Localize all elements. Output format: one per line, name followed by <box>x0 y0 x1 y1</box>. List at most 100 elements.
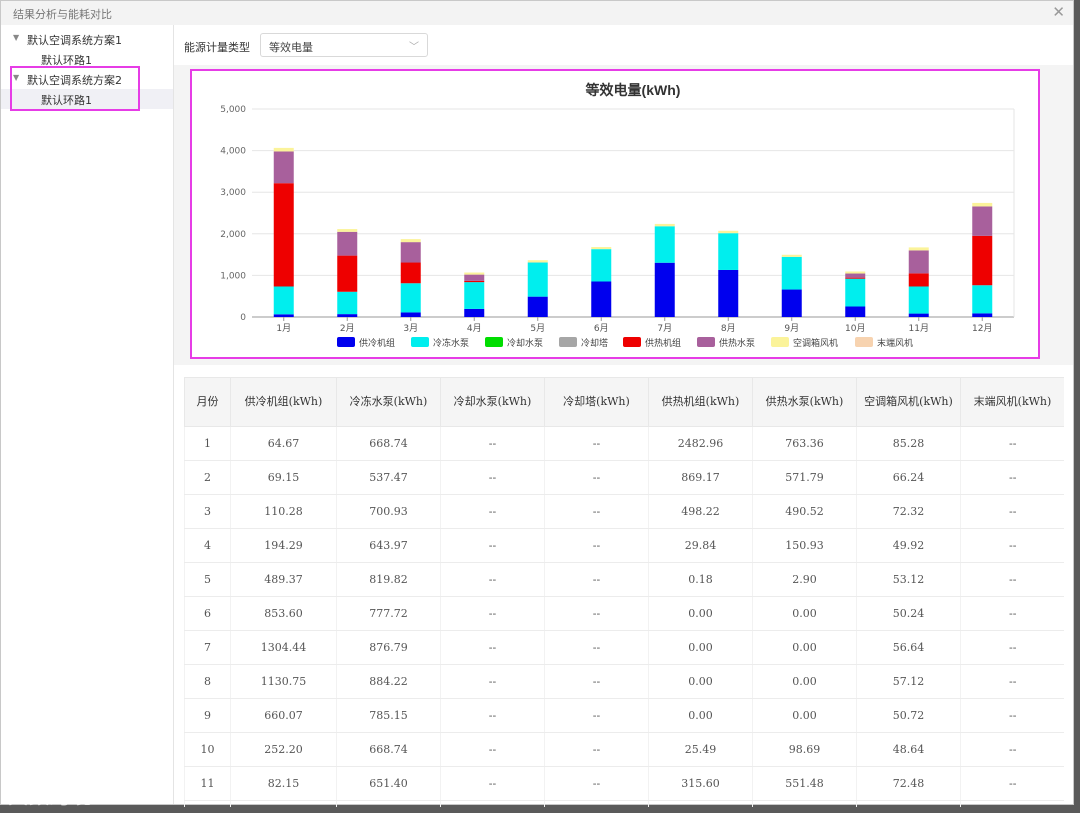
table-cell: 69.15 <box>230 460 337 495</box>
bar-segment <box>591 281 612 317</box>
legend-label: 供冷机组 <box>359 337 395 349</box>
table-cell: 3 <box>184 494 231 529</box>
table-header-row: 月份 供冷机组(kWh) 冷冻水泵(kWh) 冷却水泵(kWh) 冷却塔(kWh) 供热机… <box>184 377 1064 427</box>
table-cell: 0.00 <box>752 664 857 699</box>
watermark-logo: 大数跨境 <box>8 784 92 808</box>
caret-down-icon[interactable]: ▼ <box>13 73 20 82</box>
bar-segment <box>591 247 612 250</box>
tree-loop-1[interactable]: 默认环路1 <box>1 49 173 69</box>
energy-type-select[interactable]: 等效电量 ﹀ <box>260 33 428 57</box>
table-cell: -- <box>544 698 649 733</box>
close-icon[interactable]: ✕ <box>1052 3 1065 21</box>
bar-segment <box>972 202 993 207</box>
bar-segment <box>527 260 548 263</box>
column-header: 冷冻水泵(kWh) <box>336 377 441 427</box>
legend-swatch <box>697 337 715 347</box>
table-cell: 82.15 <box>230 766 337 801</box>
table-cell: -- <box>960 766 1064 801</box>
table-cell: 668.74 <box>336 426 441 461</box>
y-tick-label: 1,000 <box>220 271 246 281</box>
table-cell: 50.24 <box>856 596 961 631</box>
bar-segment <box>972 313 993 317</box>
bar-segment <box>337 255 358 292</box>
table-cell: -- <box>440 562 545 597</box>
table-cell: 72.48 <box>856 766 961 801</box>
chart-title: 等效电量(kWh) <box>586 82 681 98</box>
bar-segment <box>273 183 294 287</box>
table-cell: 668.74 <box>336 732 441 767</box>
tree-loop-2-selected[interactable]: 默认环路1 <box>1 89 173 109</box>
bar-segment <box>908 247 929 251</box>
tree-loop-label: 默认环路1 <box>41 54 92 67</box>
table-cell: -- <box>960 426 1064 461</box>
legend-swatch <box>559 337 577 347</box>
column-header: 空调箱风机(kWh) <box>856 377 961 427</box>
table-cell: 707.21 <box>752 800 857 807</box>
y-tick-label: 4,000 <box>220 147 246 157</box>
table-cell: 551.48 <box>752 766 857 801</box>
bar-segment <box>908 286 929 314</box>
tree-plan-label: 默认空调系统方案1 <box>27 34 122 47</box>
table-cell: -- <box>960 630 1064 665</box>
dialog-titlebar: 结果分析与能耗对比 ✕ <box>1 1 1073 26</box>
legend-label: 冷冻水泵 <box>433 337 469 349</box>
table-cell: 2 <box>184 460 231 495</box>
table-cell: 853.60 <box>230 596 337 631</box>
table-cell: -- <box>544 460 649 495</box>
table-cell: 252.20 <box>230 732 337 767</box>
x-tick-label: 8月 <box>721 323 736 334</box>
caret-down-icon[interactable]: ▼ <box>13 33 20 42</box>
table-row: 9 660.07 785.15 -- -- 0.00 0.00 50.72 -- <box>184 698 1064 733</box>
highlight-frame <box>10 66 140 111</box>
bar-segment <box>654 226 675 263</box>
tree-plan-1[interactable]: ▼ 默认空调系统方案1 <box>1 29 173 49</box>
bar-segment <box>337 291 358 315</box>
table-cell: 763.36 <box>752 426 857 461</box>
table-row: 4 194.29 643.97 -- -- 29.84 150.93 49.92 -- <box>184 528 1064 563</box>
stacked-bar-chart: 等效电量(kWh) 0 1,000 2,000 3,000 4,000 5,000 1月 2月 3… <box>220 82 1015 349</box>
y-tick-label: 3,000 <box>220 188 246 198</box>
table-cell: 50.72 <box>856 698 961 733</box>
table-cell: -- <box>960 596 1064 631</box>
table-cell: -- <box>440 698 545 733</box>
legend-label: 冷却水泵 <box>507 337 543 349</box>
table-cell: 66.24 <box>856 460 961 495</box>
table-cell: 5 <box>184 562 231 597</box>
table-cell: 29.84 <box>648 528 753 563</box>
table-cell: 25.49 <box>648 732 753 767</box>
table-cell: 869.17 <box>648 460 753 495</box>
tree-plan-2[interactable]: ▼ 默认空调系统方案2 <box>1 69 173 89</box>
bar-segment <box>337 231 358 256</box>
bar-segment <box>464 308 485 317</box>
table-cell: -- <box>440 494 545 529</box>
table-cell: 48.64 <box>856 732 961 767</box>
column-header: 供冷机组(kWh) <box>230 377 337 427</box>
table-cell: 1187.40 <box>648 800 753 807</box>
bar-segment <box>464 280 485 283</box>
bar-segment <box>845 273 866 278</box>
bar-segment <box>400 242 421 263</box>
bar-segment <box>972 235 993 286</box>
table-row: 11 82.15 651.40 -- -- 315.60 551.48 72.48 -- <box>184 766 1064 801</box>
bar-segment <box>337 229 358 232</box>
x-tick-label: 9月 <box>784 323 799 334</box>
table-cell: -- <box>544 630 649 665</box>
table-row: 7 1304.44 876.79 -- -- 0.00 0.00 56.64 -- <box>184 630 1064 665</box>
data-table-container[interactable]: 月份 供冷机组(kWh) 冷冻水泵(kWh) 冷却水泵(kWh) 冷却塔(kWh) 供热机… <box>184 377 1064 807</box>
table-cell: 6 <box>184 596 231 631</box>
table-cell: 10 <box>184 732 231 767</box>
table-cell: 7 <box>184 630 231 665</box>
table-row: 2 69.15 537.47 -- -- 869.17 571.79 66.24 -- <box>184 460 1064 495</box>
table-cell: 110.28 <box>230 494 337 529</box>
table-cell: 12 <box>184 800 231 807</box>
x-tick-label: 7月 <box>657 323 672 334</box>
plan-tree: ▼ 默认空调系统方案1 默认环路1 ▼ 默认空调系统方案2 默认环路1 <box>1 25 174 804</box>
legend-swatch <box>337 337 355 347</box>
column-header: 冷却塔(kWh) <box>544 377 649 427</box>
table-cell: -- <box>544 732 649 767</box>
table-cell: -- <box>440 800 545 807</box>
table-cell: -- <box>960 460 1064 495</box>
table-body: 1 64.67 668.74 -- -- 2482.96 763.36 85.28 -- 2 69.… <box>184 426 1064 807</box>
table-row: 5 489.37 819.82 -- -- 0.18 2.90 53.12 -- <box>184 562 1064 597</box>
